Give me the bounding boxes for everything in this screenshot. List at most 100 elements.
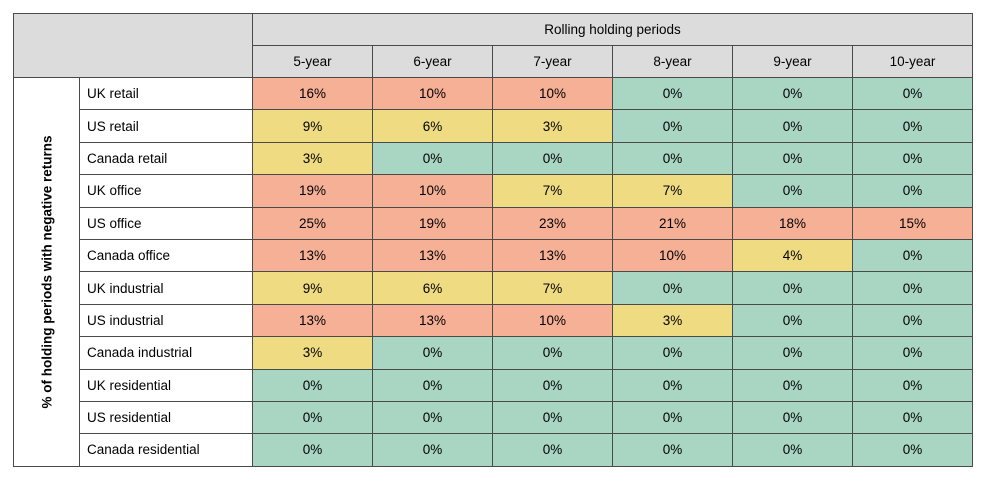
table-row: % of holding periods with negative retur…	[13, 76, 973, 467]
data-cell: 0%	[732, 303, 853, 338]
column-header: 6-year	[372, 45, 493, 78]
data-cell: 0%	[732, 271, 853, 305]
row-label: UK office	[79, 174, 253, 208]
y-axis-label: % of holding periods with negative retur…	[13, 77, 80, 467]
data-cell: 0%	[852, 368, 973, 402]
data-cell: 9%	[252, 271, 373, 305]
data-cell: 10%	[612, 238, 733, 273]
data-cell: 0%	[852, 271, 973, 305]
data-cell: 0%	[852, 238, 973, 273]
data-cell: 4%	[732, 238, 853, 273]
table-row: US residential 0% 0% 0% 0% 0% 0%	[14, 400, 973, 435]
data-cell: 25%	[252, 206, 373, 240]
data-cell: 7%	[492, 174, 613, 208]
data-cell: 19%	[372, 206, 493, 240]
table-title: Rolling holding periods	[252, 13, 973, 46]
column-header: 5-year	[252, 45, 373, 78]
data-cell: 6%	[372, 271, 493, 305]
row-label: Canada office	[79, 238, 253, 273]
table-row: UK residential 0% 0% 0% 0% 0% 0%	[14, 368, 973, 402]
data-cell: 0%	[732, 174, 853, 208]
data-cell: 0%	[492, 368, 613, 402]
data-cell: 0%	[612, 109, 733, 143]
data-cell: 13%	[252, 238, 373, 273]
data-cell: 19%	[252, 174, 373, 208]
row-label: US residential	[79, 400, 253, 435]
data-cell: 0%	[492, 141, 613, 176]
data-cell: 0%	[252, 368, 373, 402]
data-cell: 0%	[732, 433, 853, 467]
column-header: 9-year	[732, 45, 853, 78]
row-label: US retail	[79, 109, 253, 143]
data-cell: 0%	[852, 76, 973, 111]
data-cell: 0%	[732, 141, 853, 176]
column-header-row: 5-year 6-year 7-year 8-year 9-year 10-year	[14, 45, 973, 78]
data-cell: 0%	[732, 368, 853, 402]
data-cell: 0%	[612, 433, 733, 467]
data-cell: 0%	[492, 336, 613, 370]
column-header: 10-year	[852, 45, 973, 78]
data-cell: 10%	[372, 76, 493, 111]
row-label: UK residential	[79, 368, 253, 402]
row-label: UK retail	[79, 76, 253, 111]
data-cell: 15%	[852, 206, 973, 240]
data-cell: 0%	[372, 336, 493, 370]
table-row: Canada office 13% 13% 13% 10% 4% 0%	[14, 238, 973, 273]
row-label: Canada retail	[79, 141, 253, 176]
data-cell: 0%	[612, 336, 733, 370]
data-cell: 6%	[372, 109, 493, 143]
data-cell: 3%	[252, 141, 373, 176]
row-label: US office	[79, 206, 253, 240]
data-cell: 0%	[852, 336, 973, 370]
data-cell: 0%	[612, 76, 733, 111]
y-axis-label-text: % of holding periods with negative retur…	[39, 135, 54, 409]
data-cell: 0%	[252, 400, 373, 435]
data-cell: 10%	[492, 303, 613, 338]
data-cell: 13%	[372, 303, 493, 338]
data-cell: 3%	[252, 336, 373, 370]
table-row: US retail 9% 6% 3% 0% 0% 0%	[14, 109, 973, 143]
data-cell: 10%	[492, 76, 613, 111]
data-cell: 10%	[372, 174, 493, 208]
table-body: % of holding periods with negative retur…	[13, 76, 973, 467]
data-cell: 0%	[372, 433, 493, 467]
column-header: 8-year	[612, 45, 733, 78]
table-corner	[13, 13, 253, 78]
data-cell: 13%	[492, 238, 613, 273]
data-cell: 9%	[252, 109, 373, 143]
table-row: UK industrial 9% 6% 7% 0% 0% 0%	[14, 271, 973, 305]
data-cell: 0%	[252, 433, 373, 467]
table-row: UK office 19% 10% 7% 7% 0% 0%	[14, 174, 973, 208]
table-row: US office 25% 19% 23% 21% 18% 15%	[14, 206, 973, 240]
data-cell: 3%	[492, 109, 613, 143]
data-cell: 0%	[852, 400, 973, 435]
data-cell: 7%	[492, 271, 613, 305]
data-cell: 0%	[852, 174, 973, 208]
data-cell: 0%	[852, 109, 973, 143]
table-row: Canada residential 0% 0% 0% 0% 0% 0%	[14, 433, 973, 467]
table-row: US industrial 13% 13% 10% 3% 0% 0%	[14, 303, 973, 338]
data-cell: 0%	[732, 109, 853, 143]
data-cell: 0%	[732, 400, 853, 435]
data-cell: 0%	[612, 400, 733, 435]
row-label: Canada industrial	[79, 336, 253, 370]
table-row: Canada retail 3% 0% 0% 0% 0% 0%	[14, 141, 973, 176]
row-label: US industrial	[79, 303, 253, 338]
data-cell: 7%	[612, 174, 733, 208]
data-cell: 0%	[492, 433, 613, 467]
column-header: 7-year	[492, 45, 613, 78]
data-cell: 0%	[732, 336, 853, 370]
row-label: UK industrial	[79, 271, 253, 305]
data-cell: 0%	[612, 271, 733, 305]
data-cell: 0%	[612, 141, 733, 176]
data-cell: 0%	[372, 141, 493, 176]
data-cell: 13%	[372, 238, 493, 273]
data-cell: 0%	[492, 400, 613, 435]
data-cell: 3%	[612, 303, 733, 338]
data-cell: 0%	[852, 141, 973, 176]
data-cell: 0%	[852, 303, 973, 338]
data-cell: 0%	[372, 368, 493, 402]
data-cell: 0%	[852, 433, 973, 467]
data-cell: 0%	[372, 400, 493, 435]
negative-returns-table: Rolling holding periods 5-year 6-year 7-ye…	[13, 13, 973, 467]
